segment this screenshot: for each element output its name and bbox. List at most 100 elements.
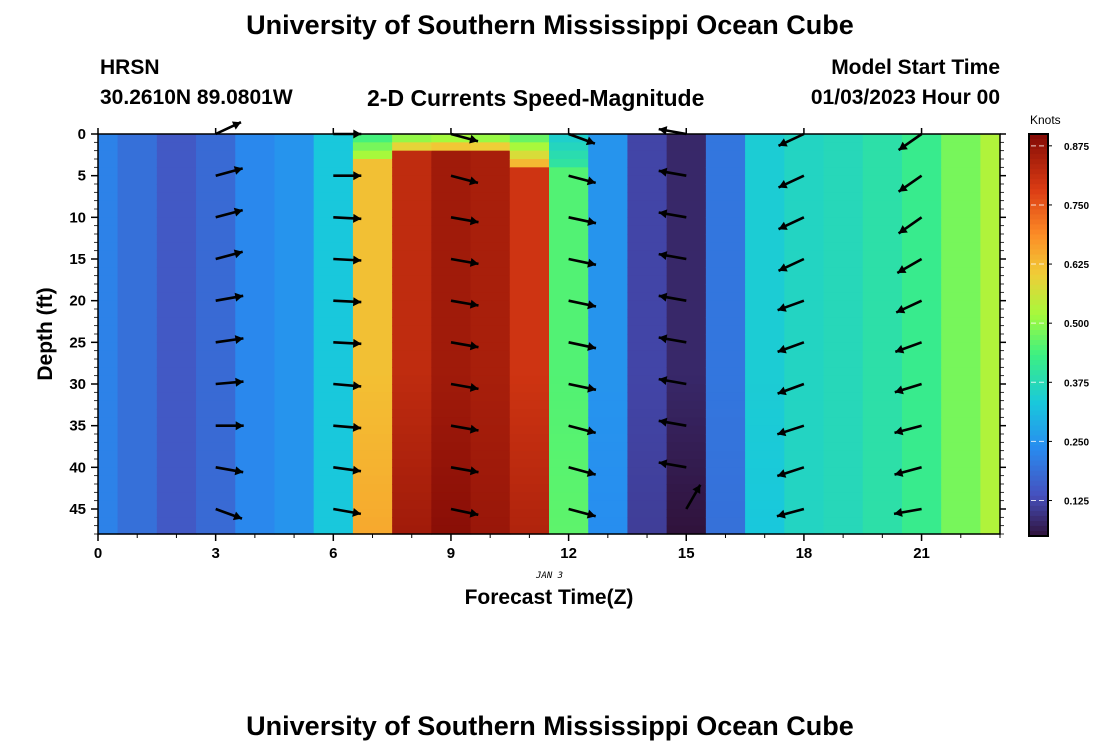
heatmap-cell bbox=[98, 475, 119, 485]
heatmap-cell bbox=[784, 459, 825, 468]
colorbar-segment bbox=[1029, 395, 1048, 401]
arrow-head bbox=[778, 263, 788, 272]
heatmap-cell bbox=[392, 200, 432, 210]
colorbar-segment bbox=[1029, 319, 1048, 326]
heatmap-cell bbox=[705, 275, 746, 285]
heatmap-cell bbox=[274, 242, 315, 252]
heatmap-cell bbox=[274, 184, 315, 193]
heatmap-cell bbox=[862, 234, 903, 243]
heatmap-cell bbox=[392, 509, 432, 518]
current-arrow bbox=[894, 341, 923, 354]
heatmap-cell bbox=[509, 334, 550, 343]
heatmap-cell bbox=[470, 250, 511, 260]
heatmap-cell bbox=[823, 350, 864, 360]
x-axis-label: Forecast Time(Z) bbox=[465, 586, 634, 609]
heatmap-cell bbox=[784, 492, 825, 502]
heatmap-cell bbox=[784, 259, 825, 268]
heatmap-cell bbox=[392, 475, 432, 485]
heatmap-cell bbox=[156, 342, 197, 352]
y-tick-label: 5 bbox=[78, 168, 86, 185]
heatmap-cell bbox=[980, 242, 1001, 252]
heatmap-cell bbox=[549, 467, 589, 477]
heatmap-cell bbox=[941, 350, 981, 360]
current-arrow bbox=[568, 257, 597, 268]
heatmap-cell bbox=[705, 209, 746, 218]
heatmap-cell bbox=[117, 475, 158, 485]
heatmap-cell bbox=[941, 459, 981, 468]
heatmap-cell bbox=[98, 459, 119, 468]
heatmap-cell bbox=[823, 134, 864, 143]
heatmap-cell bbox=[784, 417, 825, 427]
heatmap-cell bbox=[745, 200, 785, 210]
heatmap-cell bbox=[901, 250, 942, 260]
heatmap-cell bbox=[431, 275, 472, 285]
heatmap-cell bbox=[470, 375, 511, 385]
colorbar-segment bbox=[1029, 234, 1048, 241]
heatmap-cell bbox=[313, 242, 354, 252]
arrow-head bbox=[353, 338, 362, 348]
arrow-head bbox=[777, 469, 787, 478]
current-arrow bbox=[568, 132, 596, 146]
heatmap-cell bbox=[705, 342, 746, 352]
heatmap-cell bbox=[352, 384, 393, 393]
heatmap-cell bbox=[509, 434, 550, 443]
heatmap-cell bbox=[666, 417, 707, 427]
current-arrow bbox=[333, 129, 362, 139]
heatmap-cell bbox=[823, 209, 864, 218]
heatmap-cell bbox=[98, 509, 119, 518]
heatmap-cell bbox=[627, 500, 668, 510]
heatmap-cell bbox=[431, 234, 472, 243]
heatmap-cell bbox=[431, 467, 472, 477]
heatmap-cell bbox=[980, 484, 1001, 493]
heatmap-cell bbox=[470, 225, 511, 235]
heatmap-cell bbox=[117, 292, 158, 302]
heatmap-cell bbox=[156, 325, 197, 335]
heatmap-cell bbox=[431, 517, 472, 527]
heatmap-cell bbox=[823, 409, 864, 418]
heatmap-cell bbox=[156, 425, 197, 435]
heatmap-cell bbox=[156, 334, 197, 343]
heatmap-cell bbox=[627, 375, 668, 385]
heatmap-cell bbox=[823, 325, 864, 335]
heatmap-cell bbox=[98, 284, 119, 293]
heatmap-cell bbox=[784, 334, 825, 343]
colorbar-segment bbox=[1029, 470, 1048, 477]
heatmap-cell bbox=[784, 234, 825, 243]
heatmap-cell bbox=[235, 184, 276, 193]
heatmap-cell bbox=[588, 417, 629, 427]
heatmap-cell bbox=[666, 234, 707, 243]
heatmap-cell bbox=[98, 384, 119, 393]
heatmap-cell bbox=[431, 425, 472, 435]
heatmap-cell bbox=[392, 317, 432, 327]
heatmap-cell bbox=[235, 517, 276, 527]
heatmap-cell bbox=[901, 309, 942, 318]
heatmap-cell bbox=[941, 300, 981, 310]
heatmap-cell bbox=[117, 367, 158, 377]
current-arrow bbox=[776, 424, 805, 437]
heatmap-cell bbox=[588, 300, 629, 310]
heatmap-cell bbox=[862, 175, 903, 185]
heatmap-cell bbox=[313, 209, 354, 218]
heatmap-cell bbox=[196, 425, 236, 435]
heatmap-cell bbox=[274, 375, 315, 385]
heatmap-cell bbox=[627, 184, 668, 193]
current-arrow bbox=[776, 507, 805, 519]
colorbar-segment bbox=[1029, 194, 1048, 200]
heatmap-cell bbox=[588, 425, 629, 435]
heatmap-cell bbox=[235, 134, 276, 143]
heatmap-cell bbox=[588, 284, 629, 293]
arrow-head bbox=[469, 341, 479, 351]
colorbar-segment bbox=[1029, 375, 1048, 381]
heatmap-cell bbox=[509, 375, 550, 385]
heatmap-cell bbox=[117, 442, 158, 452]
heatmap-cell bbox=[549, 400, 589, 410]
heatmap-cell bbox=[901, 467, 942, 477]
current-arrow bbox=[777, 382, 805, 396]
heatmap-cell bbox=[156, 450, 197, 460]
heatmap-cell bbox=[352, 317, 393, 327]
heatmap-cell bbox=[901, 275, 942, 285]
heatmap-cell bbox=[588, 134, 629, 143]
current-arrow bbox=[568, 466, 597, 477]
heatmap-cell bbox=[196, 250, 236, 260]
current-arrow bbox=[333, 255, 362, 265]
